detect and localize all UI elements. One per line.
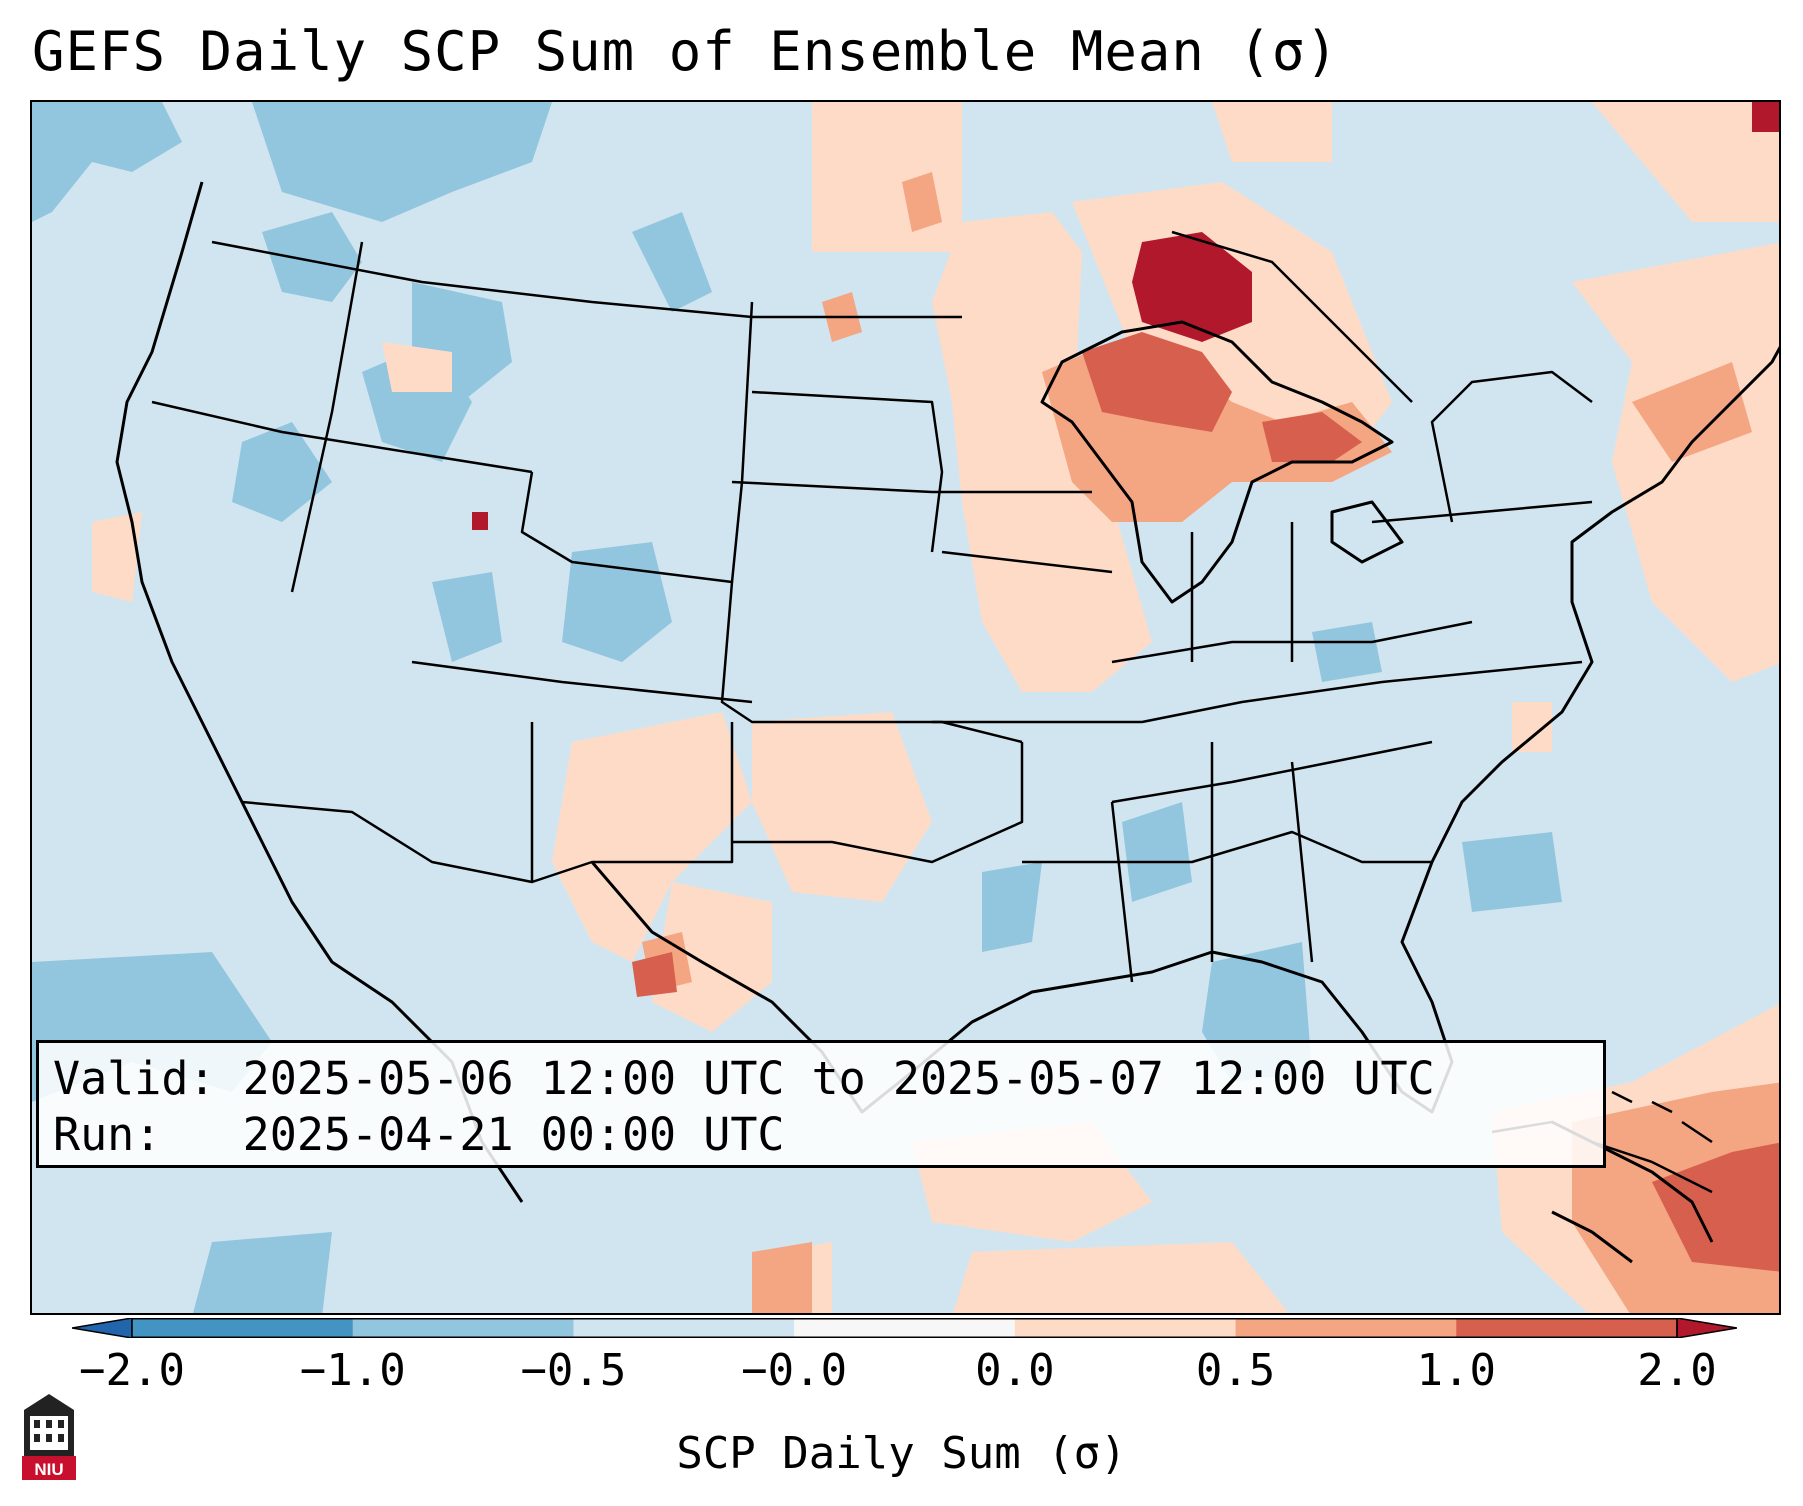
colorbar-bin: [573, 1318, 795, 1338]
colorbar-tick-label: −2.0: [79, 1345, 185, 1396]
positive-anomaly-areas: [92, 102, 1779, 1313]
valid-label: Valid:: [53, 1052, 216, 1105]
niu-logo: NIU: [22, 1394, 76, 1480]
colorbar-border: [131, 1318, 1678, 1338]
colorbar-bin: [352, 1318, 574, 1338]
run-label: Run:: [53, 1108, 162, 1161]
colorbar-label: SCP Daily Sum (σ): [676, 1428, 1127, 1479]
colorbar-tick-label: 0.0: [975, 1345, 1055, 1396]
colorbar-bin: [132, 1318, 354, 1338]
strong-positive-areas: [632, 332, 1779, 1272]
run-value: 2025-04-21 00:00 UTC: [242, 1108, 785, 1161]
colorbar-under-extension: [72, 1318, 133, 1338]
colorbar-bin: [1235, 1318, 1457, 1338]
colorbar: [72, 1318, 1737, 1338]
colorbar-ticks: −2.0 −1.0 −0.5 −0.0 0.0 0.5 1.0 2.0: [0, 1345, 1803, 1405]
colorbar-over-extension: [1676, 1318, 1737, 1338]
colorbar-tick-label: 0.5: [1195, 1345, 1276, 1396]
valid-value: 2025-05-06 12:00 UTC to 2025-05-07 12:00…: [242, 1052, 1435, 1105]
logo-text: NIU: [34, 1460, 63, 1479]
colorbar-tick-label: 1.0: [1416, 1345, 1497, 1396]
colorbar-tick-label: −0.5: [520, 1345, 627, 1396]
validity-info-box: Valid: 2025-05-06 12:00 UTC to 2025-05-0…: [36, 1040, 1606, 1168]
map-title: GEFS Daily SCP Sum of Ensemble Mean (σ): [32, 20, 1339, 83]
run-row: Run: 2025-04-21 00:00 UTC: [53, 1107, 1589, 1163]
colorbar-bin: [1456, 1318, 1678, 1338]
extreme-positive-areas: [472, 102, 1779, 530]
state-borders: [151, 230, 1593, 983]
valid-row: Valid: 2025-05-06 12:00 UTC to 2025-05-0…: [53, 1051, 1589, 1107]
colorbar-tick-label: −1.0: [299, 1345, 406, 1396]
colorbar-bin: [794, 1318, 1016, 1338]
colorbar-tick-label: 2.0: [1637, 1345, 1717, 1396]
colorbar-bin: [1014, 1318, 1237, 1338]
colorbar-tick-label: −0.0: [741, 1345, 848, 1396]
